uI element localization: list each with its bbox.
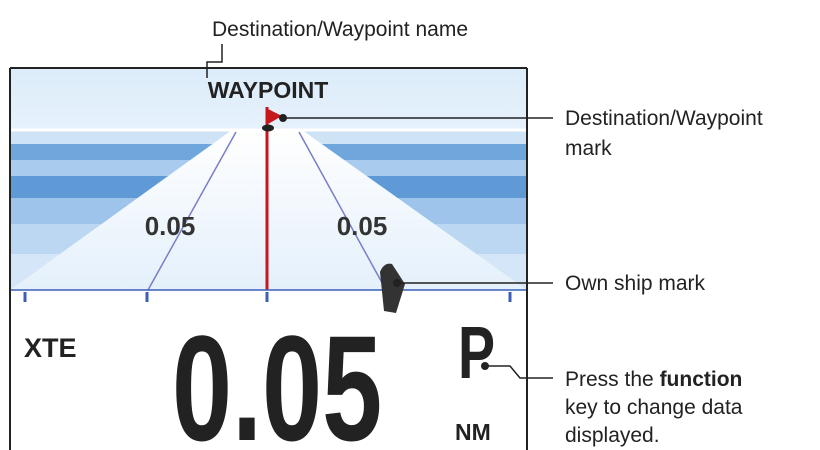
lane-label: 0.05 [337,211,388,241]
callout-bold: function [660,368,743,391]
lane-label: 0.05 [145,211,196,241]
callout: displayed. [565,424,660,447]
xte-unit: NM [455,419,491,445]
display: WAYPOINT 0.05 0.05 XTE 0.05 P NM [10,68,527,450]
xte-value: 0.05 [172,305,382,450]
callout: Own ship mark [565,272,706,295]
scale-ticks [25,292,510,302]
callout: Destination/Waypoint name [212,18,468,41]
callout: key to change data [565,396,743,419]
callout: mark [565,137,612,160]
waypoint-name: WAYPOINT [208,77,329,103]
waypoint-base [262,125,274,132]
xte-label: XTE [24,333,77,363]
callout: Press the function [565,368,742,391]
screenshot: WAYPOINT 0.05 0.05 XTE 0.05 P NM Destina… [0,0,820,450]
callout: Destination/Waypoint [565,107,763,130]
xte-side: P [458,311,495,394]
callout-text: Press the [565,368,654,391]
